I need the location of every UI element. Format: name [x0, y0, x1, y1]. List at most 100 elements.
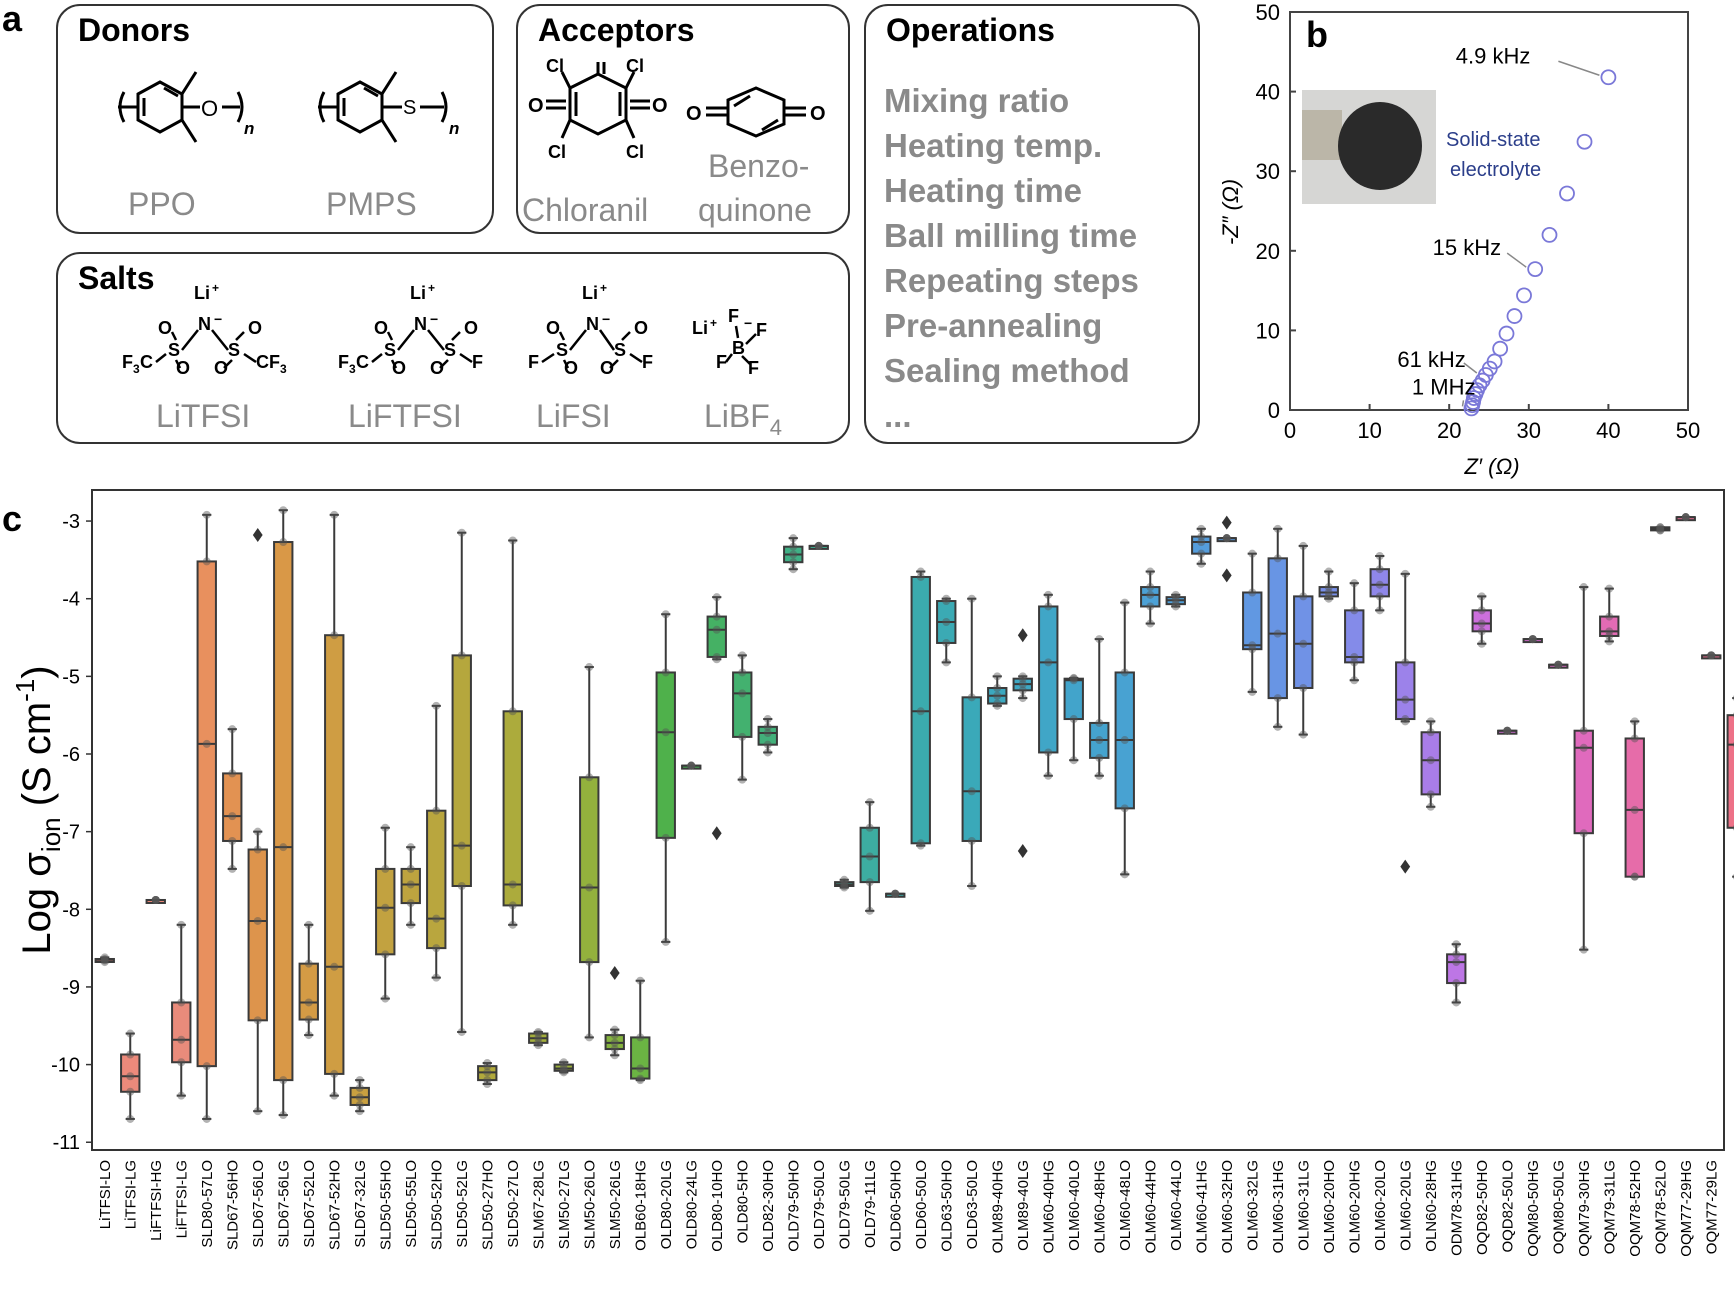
data-point: [1350, 579, 1359, 588]
data-point: [1299, 541, 1308, 550]
svg-text:−: −: [430, 311, 438, 327]
data-point: [1426, 802, 1435, 811]
svg-text:N: N: [586, 314, 599, 334]
box-OLD82-30HO: [757, 715, 778, 757]
data-point: [1401, 715, 1410, 724]
data-point: [1120, 598, 1129, 607]
svg-text:3: 3: [133, 362, 140, 376]
data-point: [1426, 717, 1435, 726]
box-OLM60-20LG: [1395, 569, 1416, 726]
box-OQM78-52LO: [1650, 523, 1671, 535]
svg-text:O: O: [546, 318, 560, 338]
x-category-label: OLN60-28HG: [1423, 1160, 1440, 1252]
data-point: [559, 1060, 568, 1069]
x-category-label: OLD80-5HO: [734, 1160, 751, 1243]
data-point: [559, 1064, 568, 1073]
data-point: [993, 672, 1002, 681]
outlier-marker: [609, 965, 620, 980]
data-point: [1528, 635, 1537, 644]
box-SLD67-56HO: [222, 725, 243, 873]
box-OLM60-44HO: [1140, 567, 1161, 628]
data-point: [1324, 588, 1333, 597]
data-point: [1120, 668, 1129, 677]
data-point: [177, 1035, 186, 1044]
box-OLM60-44LO: [1165, 590, 1186, 611]
data-point: [483, 1068, 492, 1077]
x-category-label: OLD60-50HO: [887, 1160, 904, 1252]
x-category-label: OLM60-20LO: [1372, 1160, 1389, 1251]
data-point: [1375, 606, 1384, 615]
acceptors-title: Acceptors: [538, 12, 695, 48]
data-point: [304, 998, 313, 1007]
x-category-label: OLM60-41HG: [1193, 1160, 1210, 1253]
data-point: [508, 536, 517, 545]
y-tick-label: -7: [62, 822, 80, 844]
inset-label-line1: Solid-state: [1446, 129, 1541, 151]
y-tick-label: 50: [1256, 0, 1280, 25]
data-point: [1018, 672, 1027, 681]
x-category-label: SLD67-56LO: [250, 1160, 267, 1248]
box-SLD67-32LG: [349, 1076, 370, 1116]
inset-label-line2: electrolyte: [1450, 159, 1541, 181]
data-point: [100, 956, 109, 965]
panel-c-letter: c: [2, 498, 23, 539]
data-point: [330, 510, 339, 519]
svg-text:O: O: [564, 358, 578, 378]
x-tick-label: 20: [1437, 418, 1461, 443]
data-point: [1656, 523, 1665, 532]
x-category-label: LiFTFSI-LG: [173, 1160, 190, 1238]
data-point: [202, 739, 211, 748]
data-point: [661, 728, 670, 737]
data-point: [1248, 641, 1257, 650]
svg-text:O: O: [158, 318, 172, 338]
data-point: [1069, 715, 1078, 724]
x-category-label: OLD63-50HO: [938, 1160, 955, 1252]
data-point: [1324, 567, 1333, 576]
data-point: [406, 899, 415, 908]
data-point: [712, 612, 721, 621]
svg-text:O: O: [430, 358, 444, 378]
x-category-label: OLD80-10HO: [709, 1160, 726, 1252]
box-ODM78-31HG: [1446, 940, 1467, 1007]
data-point: [814, 541, 823, 550]
data-point: [508, 901, 517, 910]
data-point: [457, 882, 466, 890]
impedance-point: [1541, 226, 1558, 243]
box-SLM50-26LG: [604, 1025, 625, 1060]
x-category-label: OLM60-44LO: [1168, 1160, 1185, 1251]
box-OLM60-48LO: [1114, 598, 1135, 879]
svg-text:Li: Li: [410, 284, 426, 303]
x-category-label: LiTFSI-LG: [122, 1160, 139, 1229]
x-category-label: SLD67-32LG: [352, 1160, 369, 1248]
x-category-label: OLB60-18HG: [632, 1160, 649, 1251]
data-point: [1018, 694, 1027, 703]
data-point: [1095, 635, 1104, 644]
data-point: [840, 880, 849, 889]
x-category-label: OQM80-50LG: [1550, 1160, 1567, 1254]
outlier-marker: [711, 826, 722, 841]
y-tick-label: -4: [62, 589, 80, 611]
data-point: [330, 1091, 339, 1100]
data-point: [355, 1100, 364, 1109]
data-point: [1350, 606, 1359, 615]
iqr-box: [1140, 586, 1161, 608]
box-OLM60-31HG: [1267, 524, 1288, 731]
box-OQM79-31LG: [1599, 584, 1620, 646]
box-SLM50-27LG: [553, 1058, 574, 1077]
x-category-label: SLD67-52HO: [326, 1160, 343, 1250]
data-point: [126, 1072, 135, 1081]
data-point: [1120, 804, 1129, 813]
data-point: [789, 565, 798, 574]
data-point: [636, 1033, 645, 1042]
box-OLD63-50HO: [936, 594, 957, 667]
svg-text:C: C: [140, 352, 153, 372]
x-category-label: SLD50-52HO: [428, 1160, 445, 1250]
data-point: [355, 1093, 364, 1102]
data-point: [202, 510, 211, 519]
box-SLD67-52HO: [324, 510, 345, 1100]
x-category-label: OLM60-32HO: [1219, 1160, 1236, 1253]
data-point: [942, 618, 951, 626]
data-point: [1656, 526, 1665, 535]
box-OLD79-50HO: [783, 534, 804, 574]
